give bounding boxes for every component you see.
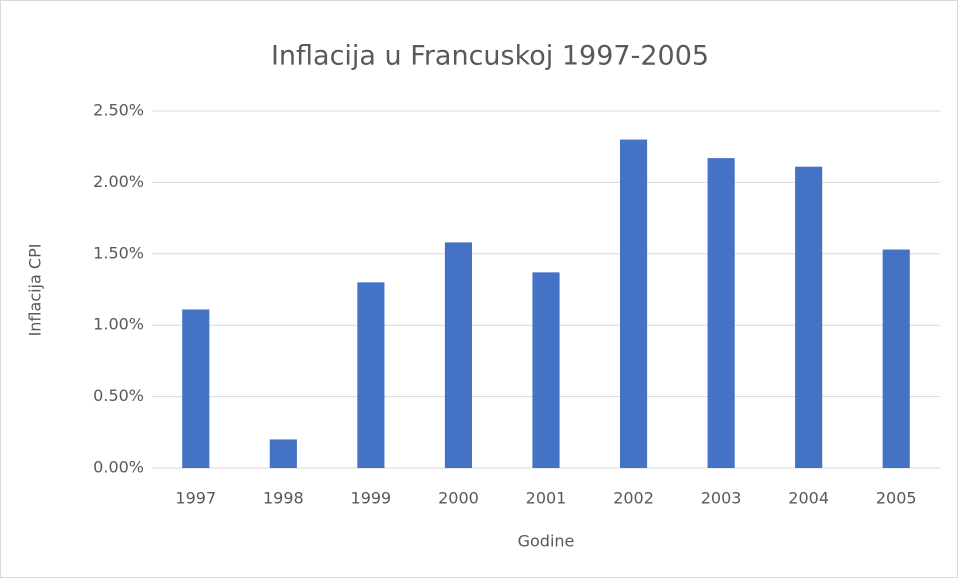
bar xyxy=(882,249,910,468)
bar xyxy=(532,272,560,468)
bar xyxy=(444,242,473,468)
x-tick-label: 2000 xyxy=(438,489,479,508)
y-tick-label: 2.50% xyxy=(93,101,144,120)
bar xyxy=(707,158,735,468)
x-tick-label: 2004 xyxy=(788,489,829,508)
y-tick-label: 1.00% xyxy=(93,315,144,334)
x-tick-label: 1998 xyxy=(263,489,304,508)
x-tick-label: 2002 xyxy=(613,489,654,508)
bar xyxy=(795,166,823,468)
bar xyxy=(357,282,385,468)
x-tick-label: 2003 xyxy=(701,489,742,508)
bar xyxy=(619,139,648,468)
y-tick-label: 2.00% xyxy=(93,172,144,191)
x-tick-label: 1999 xyxy=(351,489,392,508)
y-tick-label: 1.50% xyxy=(93,243,144,262)
bar xyxy=(182,309,210,468)
y-axis-label: Inflacija CPI xyxy=(26,244,45,337)
chart-title: Inflacija u Francuskoj 1997-2005 xyxy=(271,41,709,72)
y-tick-label: 0.50% xyxy=(93,386,144,405)
y-tick-label: 0.00% xyxy=(93,458,144,477)
x-tick-label: 2005 xyxy=(876,489,917,508)
bar xyxy=(269,439,297,468)
x-tick-label: 1997 xyxy=(175,489,216,508)
x-tick-label: 2001 xyxy=(526,489,567,508)
x-axis-label: Godine xyxy=(518,532,575,551)
